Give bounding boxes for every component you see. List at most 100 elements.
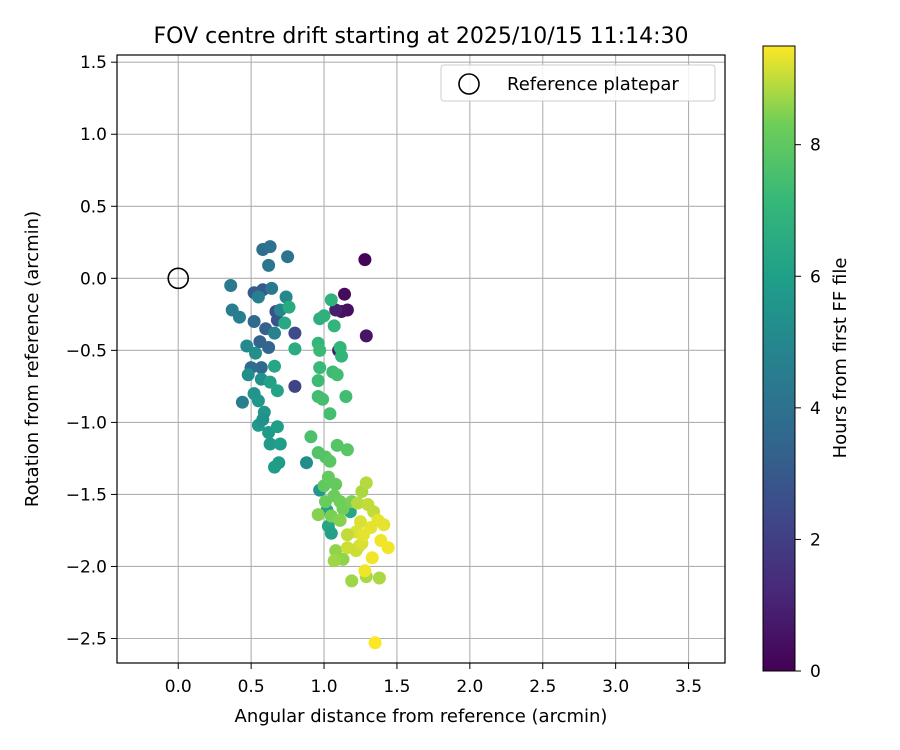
data-point bbox=[327, 319, 341, 333]
data-point bbox=[354, 515, 367, 529]
data-point bbox=[377, 518, 391, 532]
data-point bbox=[279, 290, 293, 304]
data-point bbox=[224, 279, 238, 292]
data-point bbox=[327, 554, 341, 568]
y-tick-label: −1.5 bbox=[66, 485, 107, 505]
data-point bbox=[288, 326, 302, 340]
data-point bbox=[333, 341, 347, 354]
y-axis-label: Rotation from reference (arcmin) bbox=[22, 211, 43, 507]
data-point bbox=[249, 346, 262, 360]
data-point bbox=[340, 528, 354, 542]
x-tick-label: 0.5 bbox=[238, 677, 265, 697]
data-point bbox=[270, 420, 284, 434]
data-point bbox=[262, 341, 276, 354]
data-point bbox=[262, 258, 276, 272]
data-point bbox=[368, 636, 382, 650]
x-axis-label: Angular distance from reference (arcmin) bbox=[235, 706, 608, 727]
data-point bbox=[240, 339, 254, 353]
data-point bbox=[281, 250, 295, 264]
data-point bbox=[282, 300, 296, 314]
data-point bbox=[324, 526, 338, 540]
chart-title: FOV centre drift starting at 2025/10/15 … bbox=[154, 24, 689, 49]
data-point bbox=[288, 379, 302, 393]
y-tick-label: 1.0 bbox=[80, 125, 107, 145]
data-point bbox=[381, 541, 395, 555]
colorbar-gradient bbox=[762, 45, 796, 672]
data-point bbox=[254, 361, 268, 375]
data-point bbox=[339, 390, 353, 403]
data-point bbox=[338, 287, 351, 301]
colorbar-tick-label: 4 bbox=[810, 399, 821, 419]
data-point bbox=[273, 437, 287, 451]
colorbar-tick-label: 6 bbox=[810, 267, 821, 287]
y-tick-label: −0.5 bbox=[66, 341, 107, 361]
data-point bbox=[263, 375, 277, 389]
data-point bbox=[329, 477, 343, 491]
x-tick-label: 3.5 bbox=[675, 677, 702, 697]
legend-box bbox=[440, 64, 716, 102]
data-point bbox=[278, 316, 292, 330]
data-point bbox=[316, 392, 330, 406]
data-point bbox=[365, 551, 379, 565]
data-point bbox=[323, 454, 337, 468]
y-tick-label: −1.0 bbox=[66, 413, 107, 433]
data-point bbox=[268, 359, 281, 373]
data-point bbox=[304, 430, 318, 444]
colorbar-label: Hours from first FF file bbox=[830, 258, 851, 459]
data-point bbox=[241, 368, 255, 382]
colorbar-tick-label: 8 bbox=[810, 136, 821, 156]
data-point bbox=[313, 361, 327, 375]
data-point bbox=[313, 343, 327, 357]
legend-entry-reference-platepar: Reference platepar bbox=[507, 74, 679, 95]
data-point bbox=[317, 309, 331, 323]
data-point bbox=[235, 395, 249, 409]
colorbar: 0 2 4 6 8 Hours from first FF file bbox=[762, 45, 851, 682]
data-point bbox=[268, 326, 281, 340]
x-tick-label: 1.5 bbox=[383, 677, 410, 697]
x-tick-label: 2.0 bbox=[456, 677, 483, 697]
legend: Reference platepar bbox=[440, 64, 716, 102]
data-point bbox=[372, 571, 386, 585]
x-tick-label: 0.0 bbox=[165, 677, 192, 697]
grid bbox=[117, 55, 725, 663]
data-point bbox=[345, 574, 359, 588]
data-point bbox=[330, 438, 344, 452]
data-point bbox=[251, 290, 265, 304]
data-point bbox=[270, 384, 284, 398]
y-tick-label: 1.5 bbox=[80, 53, 107, 73]
data-point bbox=[311, 508, 325, 522]
data-point bbox=[359, 329, 373, 343]
data-point bbox=[358, 564, 372, 578]
data-point bbox=[265, 281, 279, 295]
data-point bbox=[288, 342, 302, 356]
x-tick-label: 2.5 bbox=[529, 677, 556, 697]
data-point bbox=[358, 253, 372, 267]
data-point bbox=[263, 240, 277, 254]
colorbar-tick-label: 2 bbox=[810, 530, 821, 550]
data-point bbox=[251, 394, 265, 408]
data-point bbox=[272, 456, 286, 470]
data-point bbox=[356, 528, 370, 542]
data-point bbox=[247, 315, 261, 328]
y-tick-label: 0.5 bbox=[80, 197, 107, 217]
data-point bbox=[263, 437, 277, 451]
x-axis: 0.0 0.5 1.0 1.5 2.0 2.5 3.0 3.5 bbox=[165, 663, 702, 697]
reference-platepar-marker bbox=[167, 267, 190, 290]
data-point bbox=[336, 502, 350, 516]
y-axis: 1.5 1.0 0.5 0.0 −0.5 −1.0 −1.5 −2.0 −2.5 bbox=[66, 53, 117, 650]
x-tick-label: 1.0 bbox=[311, 677, 338, 697]
data-point bbox=[333, 513, 347, 527]
data-point bbox=[329, 303, 343, 317]
data-point bbox=[311, 374, 325, 388]
legend-marker-icon bbox=[458, 73, 480, 95]
data-point bbox=[323, 407, 337, 421]
data-point bbox=[324, 293, 338, 307]
data-point bbox=[300, 456, 313, 470]
data-point bbox=[351, 496, 365, 510]
points-layer bbox=[224, 240, 395, 650]
data-point bbox=[359, 476, 373, 490]
y-tick-label: 0.0 bbox=[80, 269, 107, 289]
plot-frame bbox=[116, 54, 726, 664]
data-point bbox=[330, 368, 344, 382]
